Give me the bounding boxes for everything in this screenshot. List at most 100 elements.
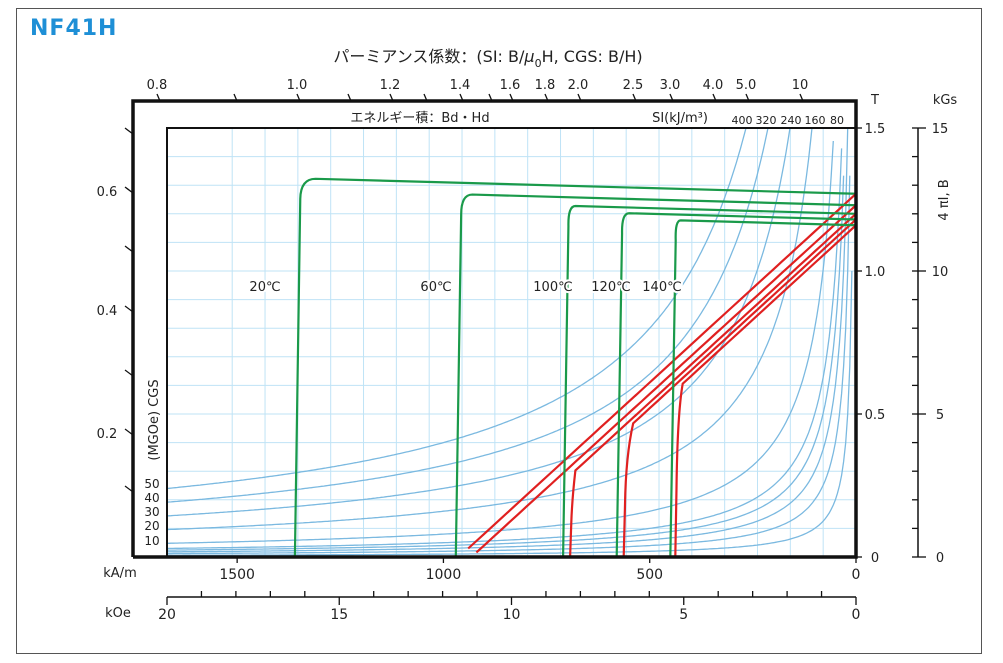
- x-si-tick-label: 0: [852, 567, 861, 583]
- y-axis-si-unit: T: [870, 93, 879, 108]
- energy-curve-30: [167, 128, 849, 553]
- normal-curve: [475, 204, 856, 554]
- permeance-tick-label: 4.0: [703, 78, 724, 93]
- x-si-tick-label: 1000: [426, 567, 462, 583]
- temperature-label: 120℃: [591, 280, 630, 295]
- intrinsic-curve: [293, 177, 856, 557]
- y-axis-cgs-unit: kGs: [933, 93, 958, 108]
- x-cgs-tick-label: 15: [330, 607, 348, 623]
- permeance-tick: [488, 93, 493, 102]
- y-si-tick-label: 0.5: [865, 408, 886, 423]
- energy-cgs-label: (MGOe) CGS: [147, 379, 162, 460]
- y-axis-cgs-label: 4 πI, B: [937, 179, 952, 220]
- intrinsic-curve: [561, 204, 856, 557]
- energy-cgs-tick: 50: [144, 477, 159, 491]
- y-cgs-tick-label: 5: [936, 408, 944, 423]
- energy-si-label: 240: [781, 114, 802, 127]
- x-axis-si-unit: kA/m: [103, 566, 136, 581]
- intrinsic-curve: [669, 219, 856, 557]
- permeance-tick: [509, 93, 514, 102]
- permeance-tick: [347, 93, 352, 102]
- energy-curve-160: [167, 128, 813, 531]
- demagnetization-curves: 20℃ 60℃ 100℃ 120℃ 140℃: [247, 177, 856, 557]
- permeance-tick: [745, 93, 750, 102]
- permeance-tick-label: 2.5: [623, 78, 644, 93]
- permeance-tick-label: 1.2: [380, 78, 401, 93]
- energy-curve-240: [167, 128, 791, 517]
- energy-cgs-tick: 10: [144, 534, 159, 548]
- energy-curve-400: [167, 128, 747, 490]
- permeance-tick: [669, 93, 674, 102]
- permeance-tick-label: 0.2: [97, 427, 118, 442]
- permeance-tick: [124, 245, 134, 253]
- y-si-tick-label: 1.5: [865, 122, 886, 137]
- temperature-label: 20℃: [249, 280, 280, 295]
- outer-frame: [131, 99, 858, 559]
- permeance-tick-label: 1.0: [287, 78, 308, 93]
- permeance-tick-label: 1.4: [450, 78, 471, 93]
- permeance-tick: [124, 127, 134, 135]
- energy-si-label: 80: [830, 114, 844, 127]
- normal-curve: [467, 192, 856, 550]
- permeance-axis-title: パーミアンス係数：(SI: B/μ0H, CGS: B/H): [333, 47, 642, 70]
- temperature-label: 100℃: [533, 280, 572, 295]
- permeance-tick: [389, 93, 394, 102]
- energy-si-label: 160: [805, 114, 826, 127]
- permeance-tick-label: 0.6: [97, 185, 118, 200]
- permeance-tick-label: 0.4: [97, 304, 118, 319]
- permeance-tick: [124, 428, 134, 436]
- normal-curve: [622, 218, 856, 557]
- energy-curve-20: [167, 175, 851, 555]
- energy-cgs-tick: 30: [144, 505, 159, 519]
- permeance-tick-label: 0.8: [147, 78, 168, 93]
- permeance-tick-label: 1.8: [535, 78, 556, 93]
- y-cgs-tick-label: 10: [932, 265, 949, 280]
- permeance-tick-label: 2.0: [568, 78, 589, 93]
- normal-curve: [674, 224, 856, 557]
- y-si-tick-label: 0: [871, 551, 879, 566]
- permeance-tick: [233, 93, 238, 102]
- energy-curve-40: [167, 175, 845, 551]
- permeance-tick-label: 3.0: [660, 78, 681, 93]
- temperature-label: 60℃: [420, 280, 451, 295]
- energy-cgs-tick: 20: [144, 519, 159, 533]
- y-cgs-tick-label: 15: [932, 122, 949, 137]
- intrinsic-curve: [615, 212, 856, 557]
- normal-curve: [569, 212, 856, 557]
- energy-product-title: エネルギー積：Bd・Hd: [350, 111, 489, 126]
- permeance-tick: [124, 305, 134, 313]
- permeance-tick: [423, 93, 428, 102]
- energy-curve-10: [167, 270, 853, 556]
- energy-si-label: 400: [732, 114, 753, 127]
- permeance-tick: [124, 186, 134, 194]
- permeance-tick: [712, 93, 717, 102]
- permeance-tick: [156, 93, 161, 102]
- figure-frame: [16, 8, 982, 654]
- permeance-tick: [459, 93, 464, 102]
- permeance-tick: [632, 93, 637, 102]
- x-axis-cgs-unit: kOe: [105, 606, 131, 621]
- permeance-tick-label: 1.6: [500, 78, 521, 93]
- y-si-tick-label: 1.0: [865, 265, 886, 280]
- permeance-tick: [296, 93, 301, 102]
- permeance-tick-label: 10: [792, 78, 809, 93]
- x-cgs-tick-label: 5: [679, 607, 688, 623]
- energy-curve-50: [167, 148, 843, 550]
- product-name: NF41H: [30, 16, 118, 41]
- x-cgs-tick-label: 10: [503, 607, 521, 623]
- permeance-tick: [544, 93, 549, 102]
- intrinsic-curve: [454, 193, 856, 557]
- y-cgs-tick-label: 0: [936, 551, 944, 566]
- plot-area: [167, 128, 856, 557]
- permeance-tick-label: 5.0: [736, 78, 757, 93]
- temperature-label: 140℃: [642, 280, 681, 295]
- permeance-tick: [577, 93, 582, 102]
- energy-si-label: 320: [756, 114, 777, 127]
- x-si-tick-label: 1500: [219, 567, 255, 583]
- permeance-tick: [799, 93, 804, 102]
- x-si-tick-label: 500: [636, 567, 663, 583]
- energy-si-unit: SI(kJ/m³): [652, 111, 708, 126]
- permeance-tick: [124, 485, 134, 493]
